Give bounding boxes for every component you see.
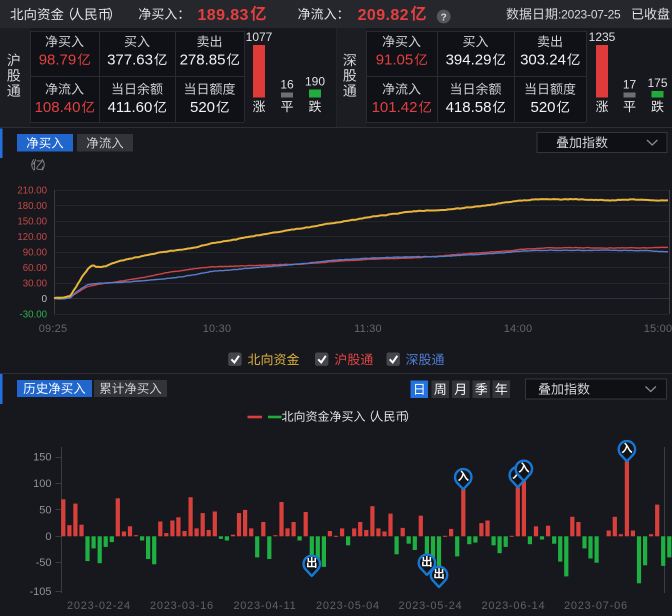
svg-text:180.00: 180.00 <box>17 201 47 212</box>
svg-text:-50: -50 <box>36 557 52 569</box>
svg-text:16: 16 <box>280 78 294 92</box>
svg-text:0: 0 <box>41 294 47 305</box>
svg-text:175: 175 <box>647 76 667 90</box>
svg-text:09:25: 09:25 <box>39 323 68 335</box>
svg-text:2023-05-24: 2023-05-24 <box>399 600 463 612</box>
svg-text:14:00: 14:00 <box>504 323 533 335</box>
svg-text:189.83: 189.83 <box>198 7 249 24</box>
svg-text:2023-06-14: 2023-06-14 <box>482 600 546 612</box>
svg-text:91.05: 91.05 <box>376 52 414 69</box>
svg-text:120.00: 120.00 <box>17 232 47 243</box>
svg-text:2023-02-24: 2023-02-24 <box>67 600 131 612</box>
svg-text:1077: 1077 <box>246 30 273 44</box>
svg-text:108.40: 108.40 <box>35 99 81 116</box>
svg-text:50: 50 <box>39 504 51 516</box>
svg-text:101.42: 101.42 <box>372 99 418 116</box>
svg-text:377.63: 377.63 <box>107 52 153 69</box>
svg-text:2023-03-16: 2023-03-16 <box>150 600 214 612</box>
svg-text:418.58: 418.58 <box>446 99 492 116</box>
svg-text:11:30: 11:30 <box>354 323 382 335</box>
svg-text:2023-07-06: 2023-07-06 <box>564 600 628 612</box>
svg-text:190: 190 <box>305 75 325 89</box>
svg-text:10:30: 10:30 <box>203 323 232 335</box>
svg-text:?: ? <box>441 12 447 23</box>
svg-text:15:00: 15:00 <box>644 323 672 335</box>
svg-text:-30.00: -30.00 <box>20 310 48 321</box>
svg-text:60.00: 60.00 <box>23 263 48 274</box>
svg-text:150: 150 <box>33 452 51 464</box>
svg-text:411.60: 411.60 <box>108 99 153 116</box>
svg-text:17: 17 <box>623 78 637 92</box>
svg-text:0: 0 <box>45 531 51 543</box>
svg-text:-105: -105 <box>29 586 51 598</box>
svg-text:98.79: 98.79 <box>39 52 77 69</box>
svg-text:394.29: 394.29 <box>446 52 492 69</box>
svg-text:2023-04-11: 2023-04-11 <box>233 600 296 612</box>
svg-text:150.00: 150.00 <box>17 217 47 228</box>
svg-text::2023-07-25: :2023-07-25 <box>558 8 621 22</box>
svg-text:210.00: 210.00 <box>17 186 47 197</box>
svg-text:520: 520 <box>190 99 215 116</box>
svg-text:1235: 1235 <box>589 30 616 44</box>
svg-text:90.00: 90.00 <box>23 248 48 259</box>
svg-text:520: 520 <box>531 99 556 116</box>
svg-text:30.00: 30.00 <box>23 279 48 290</box>
svg-text:303.24: 303.24 <box>520 52 566 69</box>
svg-text:278.85: 278.85 <box>180 52 226 69</box>
svg-text:209.82: 209.82 <box>358 7 409 24</box>
svg-text:2023-05-04: 2023-05-04 <box>316 600 380 612</box>
svg-text:100: 100 <box>33 478 51 490</box>
